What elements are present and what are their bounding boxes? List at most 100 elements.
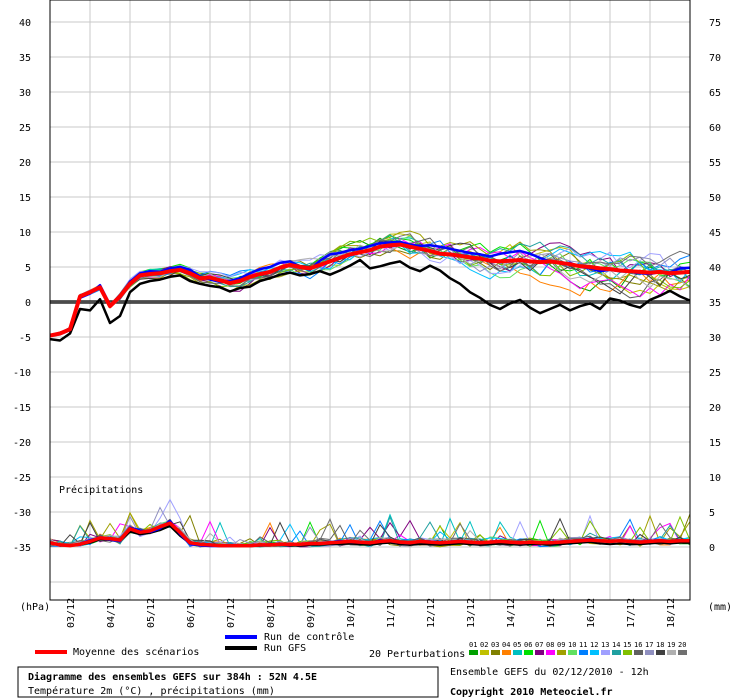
right-tick-label: 0 [709,543,715,554]
left-tick-label: 35 [19,53,31,64]
perturbation-id: 17 [645,641,653,649]
perturbation-swatch [502,650,511,655]
left-tick-label: -20 [13,438,31,449]
right-tick-label: 45 [709,228,721,239]
left-tick-label: -15 [13,403,31,414]
title-box [17,666,439,698]
right-tick-label: 60 [709,123,721,134]
legend-gfs-label: Run GFS [264,643,306,654]
perturbation-swatch [491,650,500,655]
perturbation-id: 19 [667,641,675,649]
legend-controle-label: Run de contrôle [264,631,354,643]
left-tick-label: -30 [13,508,31,519]
gfs-precip-line [49,525,690,548]
precip-label: Précipitations [59,484,143,496]
x-tick-label: 03/12 [66,598,77,628]
perturbation-id: 01 [469,641,477,649]
left-tick-label: -25 [13,473,31,484]
right-tick-label: 50 [709,193,721,204]
x-tick-label: 12/12 [426,598,437,628]
left-tick-label: 0 [25,298,31,309]
x-tick-label: 09/12 [306,598,317,628]
perturbation-id: 13 [601,641,609,649]
moyenne-precip-line [49,521,690,548]
perturbation-id: 16 [634,641,642,649]
left-tick-label: -35 [13,543,31,554]
perturbation-swatch [524,650,533,655]
left-tick-label: 20 [19,158,31,169]
perturbation-swatch [623,650,632,655]
chart-title: Diagramme des ensembles GEFS sur 384h : … [28,671,317,683]
left-tick-label: 25 [19,123,31,134]
perturbation-swatch [656,650,665,655]
x-tick-label: 18/12 [666,598,677,628]
x-tick-label: 14/12 [506,598,517,628]
left-tick-label: -5 [19,333,31,344]
right-tick-label: 15 [709,438,721,449]
x-tick-label: 11/12 [386,598,397,628]
axes: 4035302520151050-5-10-15-20-25-30-357570… [13,18,721,628]
perturbation-swatch [513,650,522,655]
perturbation-swatch [601,650,610,655]
gfs-temperature-line [49,258,691,342]
perturbation-legend: 01 02 03 04 05 06 07 08 09 10 11 12 13 14 15 16 17 18 19 20 [469,641,687,655]
perturbation-swatch [568,650,577,655]
perturbation-swatch [590,650,599,655]
left-tick-label: 30 [19,88,31,99]
left-tick-label: 15 [19,193,31,204]
x-tick-label: 15/12 [546,598,557,628]
x-tick-label: 16/12 [586,598,597,628]
x-tick-label: 08/12 [266,598,277,628]
perturbation-swatch [469,650,478,655]
perturbation-swatch [546,650,555,655]
left-axis-unit: (hPa) [20,602,50,613]
copyright: Copyright 2010 Meteociel.fr [450,686,613,698]
right-tick-label: 20 [709,403,721,414]
perturbation-swatch [645,650,654,655]
x-tick-label: 13/12 [466,598,477,628]
perturbation-swatch [667,650,676,655]
moyenne-temperature-line [49,242,691,338]
right-tick-label: 65 [709,88,721,99]
ensemble-info: Ensemble GEFS du 02/12/2010 - 12h [450,667,649,678]
perturbation-swatch [634,650,643,655]
perturbation-id: 07 [535,641,543,649]
x-tick-label: 17/12 [626,598,637,628]
perturbation-swatch [557,650,566,655]
perturbation-id: 08 [546,641,554,649]
perturbation-id: 20 [678,641,686,649]
perturbation-id: 18 [656,641,664,649]
right-tick-label: 70 [709,53,721,64]
chart-subtitle: Température 2m (°C) , précipitations (mm… [28,685,275,697]
plot-frame [49,0,691,601]
perturbation-swatch [678,650,687,655]
right-axis-unit: (mm) [708,602,732,613]
perturbation-id: 14 [612,641,620,649]
perturbation-id: 15 [623,641,631,649]
right-tick-label: 5 [709,508,715,519]
perturbation-swatch [612,650,621,655]
legend-moyenne-label: Moyenne des scénarios [73,646,199,658]
legend-perturbations-label: 20 Perturbations [369,649,465,660]
chart-grid [49,0,691,600]
right-tick-label: 10 [709,473,721,484]
main-series [49,240,691,548]
right-tick-label: 75 [709,18,721,29]
left-tick-label: 5 [25,263,31,274]
perturbation-id: 06 [524,641,532,649]
right-tick-label: 40 [709,263,721,274]
perturbation-id: 12 [590,641,598,649]
left-tick-label: 10 [19,228,31,239]
x-tick-label: 04/12 [106,598,117,628]
perturbation-id: 10 [568,641,576,649]
x-tick-label: 10/12 [346,598,357,628]
perturbation-id: 02 [480,641,488,649]
right-tick-label: 25 [709,368,721,379]
left-tick-label: -10 [13,368,31,379]
perturbation-swatch [480,650,489,655]
right-tick-label: 30 [709,333,721,344]
perturbation-id: 03 [491,641,499,649]
perturbation-swatch [579,650,588,655]
perturbation-id: 04 [502,641,510,649]
